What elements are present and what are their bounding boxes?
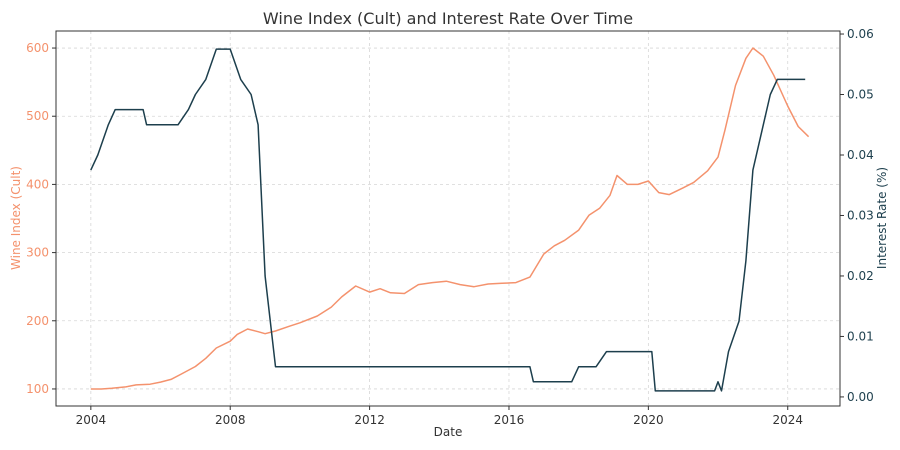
x-tick-label: 2016 [494,413,525,427]
right-y-tick-label: 0.04 [847,148,874,162]
x-tick-label: 2012 [354,413,385,427]
interest-rate-series [90,48,806,392]
x-tick-label: 2024 [772,413,803,427]
x-tick-label: 2004 [76,413,107,427]
right-y-axis-label: Interest Rate (%) [875,167,889,269]
grid-lines [56,31,840,406]
left-y-tick-label: 100 [26,382,49,396]
right-y-tick-label: 0.06 [847,27,874,41]
left-y-tick-label: 200 [26,314,49,328]
right-y-tick-label: 0.03 [847,208,874,222]
x-axis-label: Date [434,425,463,439]
x-tick-label: 2008 [215,413,246,427]
left-y-axis-label: Wine Index (Cult) [9,166,23,270]
interest-rate-line [90,48,806,392]
right-y-axis-ticks: 0.00 0.01 0.02 0.03 0.04 0.05 0.06 [840,27,874,404]
left-y-tick-label: 400 [26,177,49,191]
axes [55,30,841,407]
wine-index-line [90,47,810,390]
left-y-tick-label: 300 [26,246,49,260]
x-axis-ticks: 2004 2008 2012 2016 2020 2024 [76,406,803,427]
wine-index-series [90,47,810,390]
right-y-tick-label: 0.00 [847,390,874,404]
left-y-axis-ticks: 100 200 300 400 500 600 [26,41,56,396]
chart-title: Wine Index (Cult) and Interest Rate Over… [263,9,633,28]
plot-frame [55,30,841,407]
right-y-tick-label: 0.05 [847,88,874,102]
x-tick-label: 2020 [633,413,664,427]
right-y-tick-label: 0.01 [847,329,874,343]
right-y-tick-label: 0.02 [847,269,874,283]
left-y-tick-label: 600 [26,41,49,55]
left-y-tick-label: 500 [26,109,49,123]
